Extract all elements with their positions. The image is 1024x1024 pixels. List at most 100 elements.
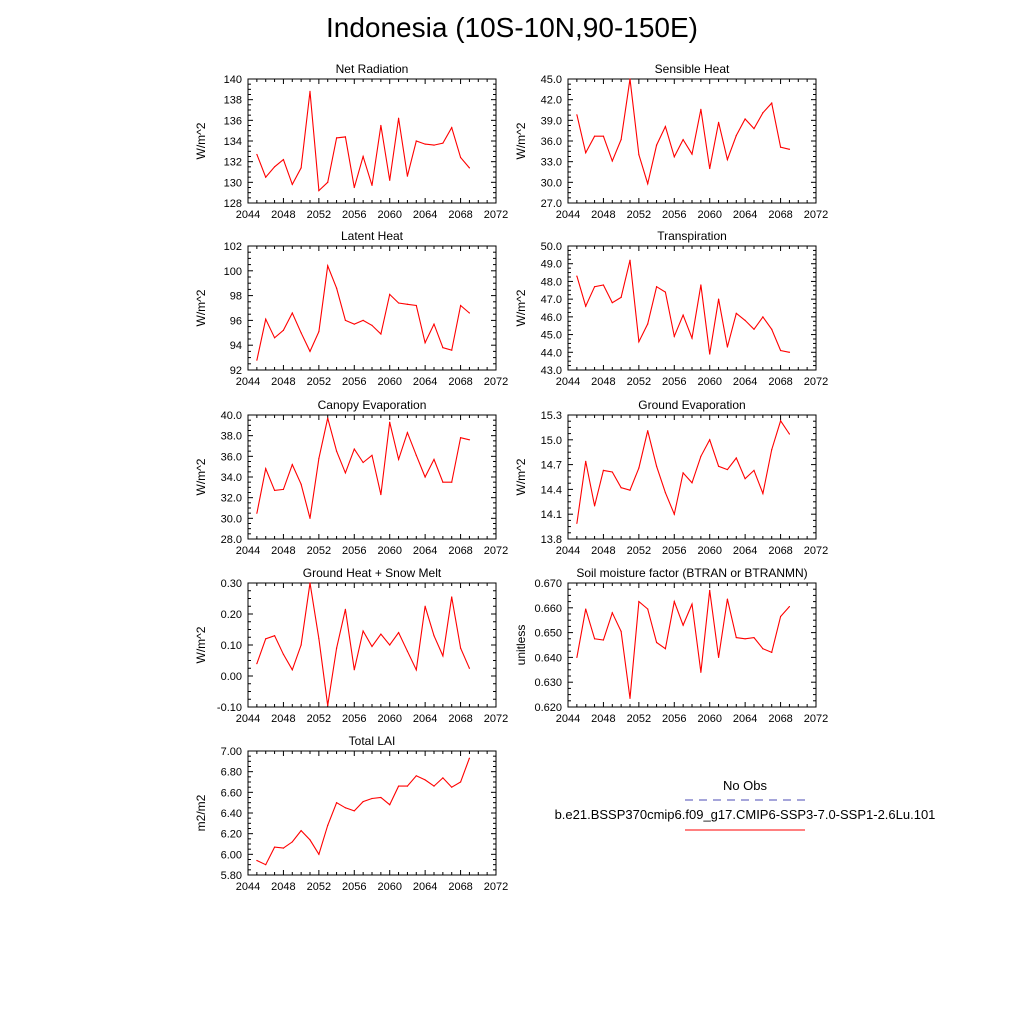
panel-1-data-point [371,184,373,187]
panel-3-data-point [273,337,276,339]
panel-5-data-point [442,481,444,483]
panel-3-x-tick-label: 2068 [448,376,472,388]
panel-2-data-point [629,78,631,80]
panel-1-data-point [389,179,391,181]
panel-6-data-point [682,472,684,474]
panel-6-data-point [691,482,693,484]
panel-8-x-tick-label: 2044 [556,713,580,725]
panel-1-data-point [282,159,285,161]
panel-5-frame [247,414,497,540]
panel-1-x-tick-label: 2044 [236,209,260,221]
panel-4-data-point [691,337,693,339]
panel-2-data-point [700,108,702,110]
panel-4-title: Transpiration [657,229,727,243]
panel-6-data-point [647,430,649,432]
panel-7-data-point [265,638,267,640]
panel-6-data-point [762,492,764,495]
panel-7-data-point [327,704,329,707]
panel-7-y-tick-label: -0.10 [217,702,242,714]
panel-5-x-tick-label: 2048 [271,545,295,557]
panel-7-title: Ground Heat + Snow Melt [303,566,442,580]
panel-2-x-tick-label: 2072 [804,209,828,221]
panel-3-data-point [380,333,382,335]
panel-6-x-tick-label: 2056 [662,545,686,557]
panel-9-x-tick-label: 2072 [484,881,508,893]
panel-1-data-point [380,124,382,127]
panel-3-data-point [282,329,285,331]
panel-2-data-point [655,144,658,146]
panel-6-data-point [576,522,578,524]
panel-6-data-point [664,492,667,494]
panel-3-y-tick-label: 92 [230,365,242,377]
panel-5-data-point [406,431,409,434]
panel-8-data-point [788,605,791,608]
panel-4-x-tick-label: 2056 [662,376,686,388]
panel-9-data-point [415,775,417,777]
panel-1-data-point [265,176,267,178]
panel-4-x-tick-label: 2068 [768,376,792,388]
panel-3-data-point [353,323,355,325]
panel-1-data-point [468,167,471,169]
panel-5-data-point [344,472,347,474]
panel-8-x-tick-label: 2060 [697,713,721,725]
panel-5-data-point [256,512,258,514]
panel-1-data-point [335,137,338,139]
panel-8-y-tick-label: 0.640 [534,652,562,664]
panel-9-title: Total LAI [349,734,396,748]
panel-9-y-tick-label: 6.40 [221,808,242,820]
panel-6-data-point [620,487,622,489]
panel-3-y-tick-label: 94 [230,340,242,352]
panel-4-y-tick-label: 46.0 [541,312,562,324]
panel-3-series-line [256,263,470,361]
panel-2-y-tick-label: 30.0 [541,177,562,189]
panel-5-title: Canopy Evaporation [318,398,427,412]
panel-3-data-point [415,304,417,307]
panel-5-y-tick-label: 36.0 [221,451,242,463]
panel-5-data-point [300,483,302,485]
panel-9-data-point [468,757,471,759]
panel-4-data-point [779,349,782,352]
panel-1-data-point [300,167,302,169]
panel-8-data-point [629,697,631,699]
panel-1-data-point [424,143,426,145]
panel-7-data-point [424,605,426,607]
panel-4-x-tick-label: 2072 [804,376,828,388]
panel-1-y-tick-label: 132 [224,157,242,169]
panel-8-x-tick-label: 2048 [591,713,615,725]
panel-6-data-point [629,489,631,491]
panel-4-data-point [602,284,605,286]
panel-7-x-tick-label: 2064 [413,713,437,725]
panel-3-data-point [468,312,471,314]
panel-6-y-tick-label: 14.4 [541,484,562,496]
panel-7-data-point [442,655,444,657]
panel-1-data-point [344,136,347,138]
panel-6-x-tick-label: 2072 [804,545,828,557]
panel-9-x-tick-label: 2064 [413,881,437,893]
panel-1-title: Net Radiation [336,62,409,76]
panel-2-data-point [664,125,667,128]
panel-4-y-tick-label: 45.0 [541,330,562,342]
panel-2-data-point [620,139,622,141]
panel-5-y-tick-label: 38.0 [221,431,242,443]
panel-9-data-point [335,802,338,804]
panel-8-title: Soil moisture factor (BTRAN or BTRANMN) [576,566,807,580]
panel-9-data-point [353,810,355,812]
panel-4-data-point [717,298,720,300]
panel-7-data-point [406,650,409,652]
panel-1-y-tick-label: 134 [224,136,242,148]
panel-3-data-point [300,332,302,334]
panel-2-data-point [717,121,720,123]
panel-5-data-point [353,448,355,450]
panel-4-y-tick-label: 44.0 [541,347,562,359]
panel-9-data-point [433,785,435,787]
panel-8-data-point [753,636,755,639]
panel-8-data-point [673,601,675,603]
panel-9-data-point [380,796,382,799]
panel-7-data-point [335,647,338,649]
panel-9-y-tick-label: 5.80 [221,870,242,882]
panel-2-data-point [647,183,649,185]
panel-1-data-point [273,166,276,168]
figure-title: Indonesia (10S-10N,90-150E) [325,12,698,43]
panel-3-y-tick-label: 98 [230,291,242,303]
